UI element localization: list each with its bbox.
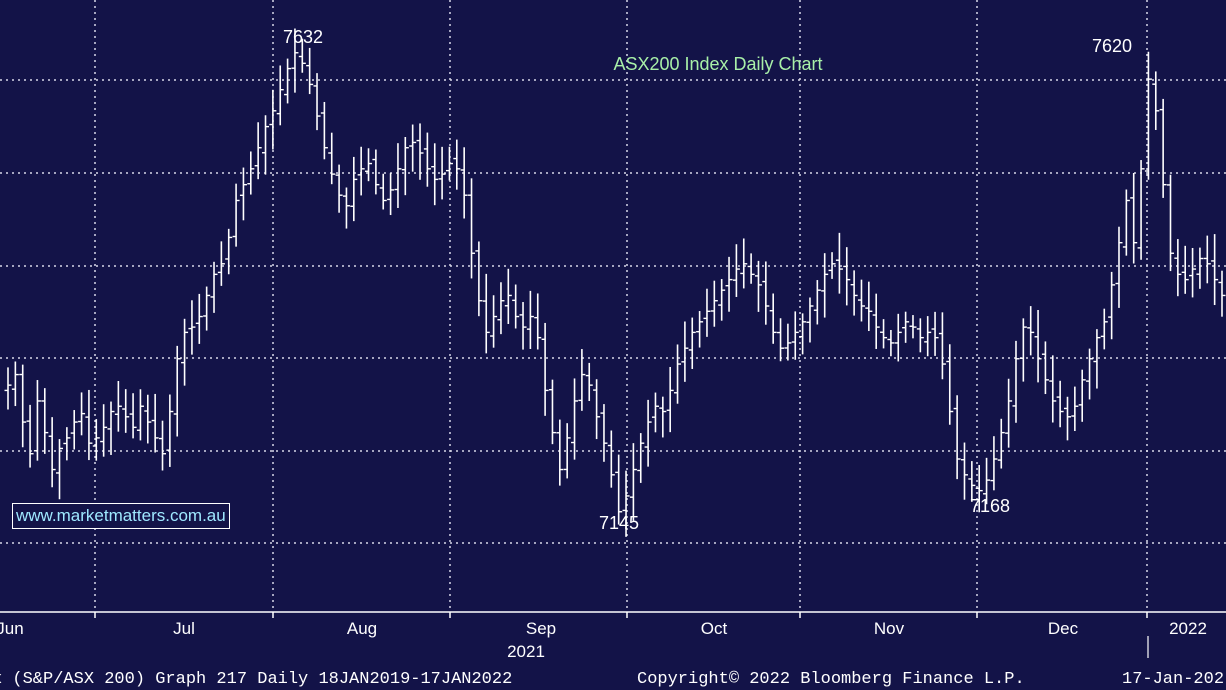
chart-title: ASX200 Index Daily Chart	[613, 54, 822, 74]
x-tick-label: Aug	[347, 619, 377, 638]
footer-date-text: 17-Jan-202	[1122, 670, 1224, 689]
x-tick-label: Dec	[1048, 619, 1079, 638]
x-tick-label: Oct	[701, 619, 728, 638]
price-bars	[4, 28, 1226, 537]
grid-layer	[0, 0, 1226, 612]
x-axis: Jun Jul Aug Sep Oct Nov Dec 2022 2021	[0, 611, 1226, 661]
footer-bar: x (S&P/ASX 200) Graph 217 Daily 18JAN201…	[0, 670, 1224, 689]
year-label: 2021	[507, 642, 545, 661]
x-tick-label: Jun	[0, 619, 24, 638]
x-tick-label: Nov	[874, 619, 905, 638]
x-tick-label: 2022	[1169, 619, 1207, 638]
price-annotation-low: 7168	[970, 496, 1010, 516]
footer-left-text: x (S&P/ASX 200) Graph 217 Daily 18JAN201…	[0, 670, 512, 689]
annotations: 7632 7145 7168 7620	[283, 27, 1132, 533]
footer-copyright-text: Copyright© 2022 Bloomberg Finance L.P.	[637, 670, 1025, 689]
price-annotation-high: 7632	[283, 27, 323, 47]
x-tick-label: Sep	[526, 619, 556, 638]
price-annotation-high: 7620	[1092, 36, 1132, 56]
watermark-url: www.marketmatters.com.au	[12, 503, 230, 529]
price-annotation-low: 7145	[599, 513, 639, 533]
x-tick-label: Jul	[173, 619, 195, 638]
